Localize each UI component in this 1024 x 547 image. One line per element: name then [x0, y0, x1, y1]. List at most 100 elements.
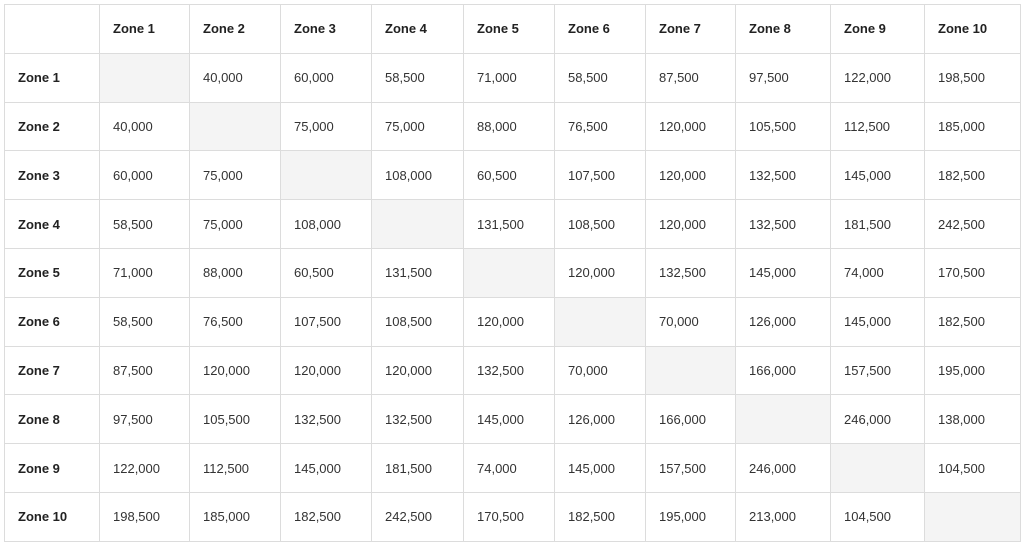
table-body: Zone 1 40,000 60,000 58,500 71,000 58,500 87,5…: [4, 52, 1021, 542]
value-cell: 181,500: [830, 199, 925, 249]
empty-cell: [924, 491, 1021, 542]
row-label: Zone 6: [4, 296, 100, 347]
column-header: Zone 1: [99, 4, 190, 54]
value-cell: 213,000: [735, 491, 831, 542]
value-cell: 60,500: [280, 247, 372, 298]
value-cell: 131,500: [371, 247, 464, 298]
value-cell: 132,500: [735, 199, 831, 249]
value-cell: 58,500: [554, 52, 646, 103]
value-cell: 104,500: [830, 491, 925, 542]
header-row: Zone 1 Zone 2 Zone 3 Zone 4 Zone 5 Zone 6 Zone…: [4, 4, 1021, 54]
value-cell: 138,000: [924, 394, 1021, 445]
value-cell: 145,000: [554, 443, 646, 493]
zone-table: Zone 1 Zone 2 Zone 3 Zone 4 Zone 5 Zone 6 Zone…: [4, 4, 1021, 542]
value-cell: 60,000: [99, 150, 190, 201]
value-cell: 40,000: [99, 101, 190, 152]
value-cell: 198,500: [924, 52, 1021, 103]
value-cell: 88,000: [189, 247, 281, 298]
value-cell: 74,000: [830, 247, 925, 298]
value-cell: 60,000: [280, 52, 372, 103]
column-header: Zone 3: [280, 4, 372, 54]
value-cell: 58,500: [99, 296, 190, 347]
value-cell: 107,500: [280, 296, 372, 347]
value-cell: 108,000: [280, 199, 372, 249]
value-cell: 104,500: [924, 443, 1021, 493]
table-row: Zone 3 60,000 75,000 108,000 60,500 107,500 12…: [4, 150, 1021, 201]
value-cell: 120,000: [554, 247, 646, 298]
value-cell: 132,500: [645, 247, 736, 298]
value-cell: 246,000: [735, 443, 831, 493]
value-cell: 87,500: [645, 52, 736, 103]
table-row: Zone 7 87,500 120,000 120,000 120,000 132,500…: [4, 345, 1021, 396]
value-cell: 246,000: [830, 394, 925, 445]
value-cell: 145,000: [735, 247, 831, 298]
value-cell: 120,000: [645, 150, 736, 201]
table-row: Zone 5 71,000 88,000 60,500 131,500 120,000 13…: [4, 247, 1021, 298]
value-cell: 132,500: [463, 345, 555, 396]
value-cell: 76,500: [189, 296, 281, 347]
row-label: Zone 7: [4, 345, 100, 396]
value-cell: 108,000: [371, 150, 464, 201]
empty-cell: [463, 247, 555, 298]
column-header: Zone 5: [463, 4, 555, 54]
value-cell: 131,500: [463, 199, 555, 249]
value-cell: 132,500: [735, 150, 831, 201]
value-cell: 107,500: [554, 150, 646, 201]
value-cell: 70,000: [645, 296, 736, 347]
column-header: Zone 7: [645, 4, 736, 54]
table-row: Zone 1 40,000 60,000 58,500 71,000 58,500 87,5…: [4, 52, 1021, 103]
row-label: Zone 9: [4, 443, 100, 493]
column-header: Zone 6: [554, 4, 646, 54]
value-cell: 58,500: [371, 52, 464, 103]
row-label: Zone 8: [4, 394, 100, 445]
value-cell: 181,500: [371, 443, 464, 493]
value-cell: 76,500: [554, 101, 646, 152]
value-cell: 60,500: [463, 150, 555, 201]
value-cell: 71,000: [463, 52, 555, 103]
table-row: Zone 9 122,000 112,500 145,000 181,500 74,000…: [4, 443, 1021, 493]
value-cell: 166,000: [645, 394, 736, 445]
value-cell: 182,500: [554, 491, 646, 542]
value-cell: 105,500: [735, 101, 831, 152]
table-row: Zone 8 97,500 105,500 132,500 132,500 145,000…: [4, 394, 1021, 445]
table-row: Zone 4 58,500 75,000 108,000 131,500 108,500 1…: [4, 199, 1021, 249]
value-cell: 157,500: [645, 443, 736, 493]
value-cell: 112,500: [189, 443, 281, 493]
value-cell: 71,000: [99, 247, 190, 298]
empty-cell: [280, 150, 372, 201]
value-cell: 120,000: [463, 296, 555, 347]
column-header: Zone 9: [830, 4, 925, 54]
row-label: Zone 5: [4, 247, 100, 298]
value-cell: 198,500: [99, 491, 190, 542]
empty-cell: [645, 345, 736, 396]
value-cell: 122,000: [99, 443, 190, 493]
empty-cell: [554, 296, 646, 347]
column-header: Zone 2: [189, 4, 281, 54]
row-label: Zone 1: [4, 52, 100, 103]
value-cell: 87,500: [99, 345, 190, 396]
empty-cell: [371, 199, 464, 249]
value-cell: 108,500: [554, 199, 646, 249]
value-cell: 166,000: [735, 345, 831, 396]
value-cell: 185,000: [924, 101, 1021, 152]
value-cell: 182,500: [924, 296, 1021, 347]
value-cell: 120,000: [371, 345, 464, 396]
value-cell: 97,500: [735, 52, 831, 103]
table-row: Zone 10 198,500 185,000 182,500 242,500 170,5…: [4, 491, 1021, 542]
value-cell: 132,500: [371, 394, 464, 445]
column-header: Zone 8: [735, 4, 831, 54]
value-cell: 182,500: [280, 491, 372, 542]
table-header: Zone 1 Zone 2 Zone 3 Zone 4 Zone 5 Zone 6 Zone…: [4, 4, 1021, 54]
value-cell: 145,000: [830, 150, 925, 201]
table-row: Zone 6 58,500 76,500 107,500 108,500 120,000 7…: [4, 296, 1021, 347]
value-cell: 88,000: [463, 101, 555, 152]
value-cell: 132,500: [280, 394, 372, 445]
value-cell: 185,000: [189, 491, 281, 542]
empty-cell: [830, 443, 925, 493]
value-cell: 242,500: [371, 491, 464, 542]
value-cell: 120,000: [645, 101, 736, 152]
value-cell: 75,000: [280, 101, 372, 152]
column-header: Zone 10: [924, 4, 1021, 54]
value-cell: 120,000: [189, 345, 281, 396]
